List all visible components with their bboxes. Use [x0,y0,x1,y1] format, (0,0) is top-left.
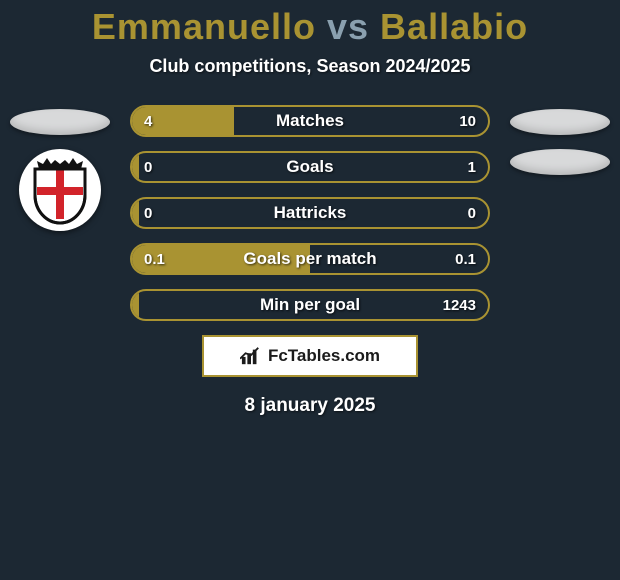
stat-bar-text: 0.1Goals per match0.1 [132,245,488,273]
right-side [500,105,620,321]
stat-label: Matches [132,111,488,131]
stat-bar: 0.1Goals per match0.1 [130,243,490,275]
title-player1: Emmanuello [92,6,316,47]
stat-bar-text: 0Goals1 [132,153,488,181]
stat-bar-text: 0Hattricks0 [132,199,488,227]
club-badge [19,149,101,231]
bar-chart-icon [240,346,262,366]
stat-bar: 0Goals1 [130,151,490,183]
title-vs: vs [327,6,369,47]
player-placeholder-ellipse [10,109,110,135]
left-side [0,105,120,321]
subtitle: Club competitions, Season 2024/2025 [0,56,620,77]
comparison-card: Emmanuello vs Ballabio Club competitions… [0,0,620,417]
stat-label: Goals per match [132,249,488,269]
stat-bar-text: 4Matches10 [132,107,488,135]
page-title: Emmanuello vs Ballabio [0,0,620,48]
shield-icon [29,155,91,225]
date-text: 8 january 2025 [0,395,620,417]
stat-label: Hattricks [132,203,488,223]
club-placeholder-ellipse [510,149,610,175]
player-placeholder-ellipse [510,109,610,135]
stats-center: 4Matches10 0Goals1 0Hattricks0 0.1Goals per… [120,105,500,321]
stat-label: Min per goal [132,295,488,315]
stat-label: Goals [132,157,488,177]
stat-bar: 4Matches10 [130,105,490,137]
brand-text: FcTables.com [268,346,380,366]
brand-box[interactable]: FcTables.com [202,335,418,377]
columns: 4Matches10 0Goals1 0Hattricks0 0.1Goals per… [0,105,620,321]
stat-bar: Min per goal1243 [130,289,490,321]
stat-bar: 0Hattricks0 [130,197,490,229]
stat-bar-text: Min per goal1243 [132,291,488,319]
title-player2: Ballabio [380,6,528,47]
